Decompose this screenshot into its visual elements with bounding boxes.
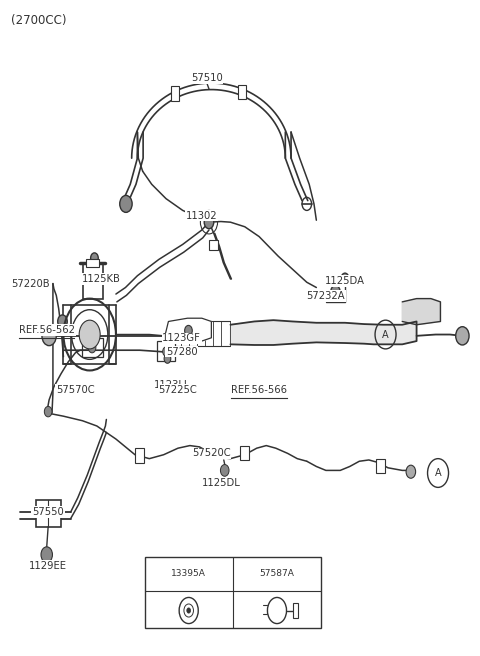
Circle shape: [331, 285, 340, 298]
Bar: [240, 445, 249, 460]
Bar: [157, 341, 175, 361]
Circle shape: [163, 347, 169, 356]
Text: 1129EE: 1129EE: [29, 561, 67, 571]
Polygon shape: [164, 318, 211, 342]
Circle shape: [220, 464, 229, 476]
Circle shape: [187, 608, 191, 613]
Text: REF.56-566: REF.56-566: [231, 385, 287, 395]
Text: (2700CC): (2700CC): [11, 14, 66, 28]
Bar: [36, 501, 60, 527]
Text: 13395A: 13395A: [171, 569, 206, 579]
Text: 1125KB: 1125KB: [82, 274, 121, 284]
Text: 11302: 11302: [186, 211, 217, 220]
Circle shape: [41, 547, 52, 562]
Circle shape: [88, 342, 96, 353]
Text: 57232A: 57232A: [307, 291, 345, 301]
Text: A: A: [382, 329, 389, 340]
Circle shape: [185, 325, 192, 336]
Text: 1125DA: 1125DA: [325, 276, 365, 286]
Circle shape: [79, 320, 100, 349]
Text: 57280: 57280: [166, 346, 198, 356]
Circle shape: [204, 216, 214, 229]
Text: 57570C: 57570C: [56, 385, 95, 395]
Bar: [144, 557, 321, 628]
Bar: [238, 85, 246, 99]
Circle shape: [456, 327, 469, 345]
Text: 1125DL: 1125DL: [202, 478, 240, 489]
Text: A: A: [435, 468, 441, 478]
Bar: [209, 240, 217, 250]
Text: 57550: 57550: [32, 507, 64, 517]
Bar: [135, 448, 144, 462]
Bar: [293, 603, 298, 619]
Bar: [82, 338, 103, 357]
Circle shape: [58, 315, 67, 328]
Circle shape: [341, 273, 349, 283]
Text: 1123GF: 1123GF: [162, 333, 201, 344]
Bar: [171, 87, 180, 100]
Circle shape: [120, 195, 132, 213]
Polygon shape: [230, 320, 417, 345]
Text: REF.56-562: REF.56-562: [19, 325, 75, 335]
Circle shape: [91, 253, 98, 263]
Bar: [86, 258, 99, 266]
Text: 57520C: 57520C: [192, 449, 231, 459]
Text: 1123LJ: 1123LJ: [154, 380, 188, 390]
Text: 57587A: 57587A: [260, 569, 294, 579]
Bar: [376, 459, 384, 473]
Text: 57510: 57510: [191, 73, 222, 83]
Circle shape: [164, 354, 171, 363]
Bar: [83, 262, 103, 298]
Text: 57220B: 57220B: [11, 279, 49, 289]
Text: 57225C: 57225C: [158, 385, 197, 395]
Polygon shape: [402, 298, 441, 325]
Circle shape: [44, 406, 52, 417]
Circle shape: [406, 465, 416, 478]
Circle shape: [42, 326, 56, 346]
